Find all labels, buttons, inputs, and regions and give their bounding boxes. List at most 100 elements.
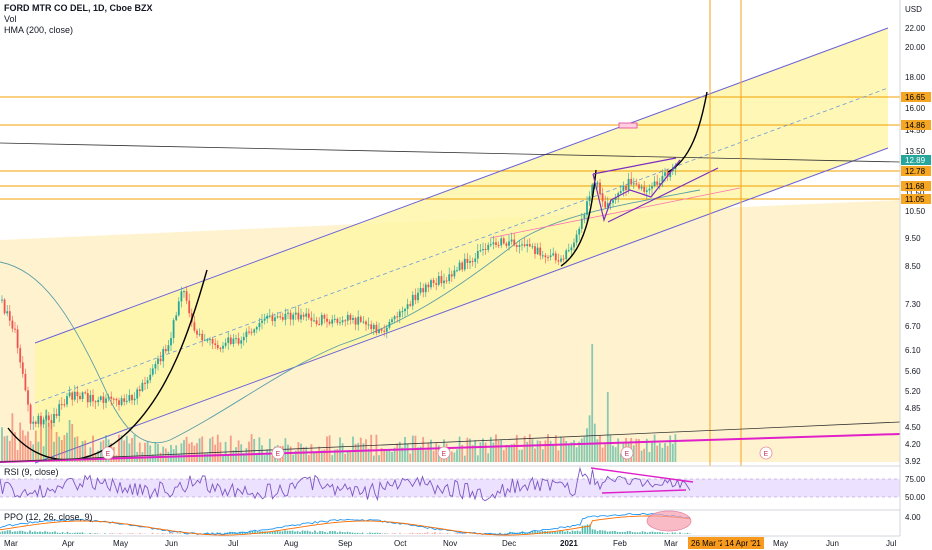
price-tick-label: 4.85: [905, 404, 921, 413]
price-tag-label: 14.86: [905, 121, 926, 130]
date-tag-label: 14 Apr '21: [725, 539, 761, 548]
price-axis-tags: 16.65 14.86 12.89 12.78 11.68 11.05: [901, 92, 931, 204]
earnings-event-marker[interactable]: [759, 446, 773, 460]
time-label: Mar: [4, 539, 18, 548]
time-label: Jun: [826, 539, 839, 548]
rsi-tick-label: 50.00: [905, 493, 926, 502]
time-label: Oct: [394, 539, 407, 548]
time-label: Nov: [443, 539, 457, 548]
black-support-line: [0, 421, 901, 463]
price-tick-label: 7.30: [905, 300, 921, 309]
price-tick-label: 4.20: [905, 440, 921, 449]
ppo-highlight-ellipse: [646, 510, 692, 532]
time-label: Jun: [165, 539, 178, 548]
ppo-legend[interactable]: PPO (12, 26, close, 9): [4, 512, 93, 522]
earnings-event-label: E: [625, 451, 630, 458]
date-tag: [688, 537, 730, 549]
price-tick-label: 5.60: [905, 367, 921, 376]
price-tick-label: 22.00: [905, 24, 926, 33]
price-candles: [1, 162, 677, 431]
parabola-left: [7, 269, 208, 461]
wedge-pattern: [592, 159, 681, 223]
rsi-legend[interactable]: RSI (9, close): [4, 467, 59, 477]
price-tag-label: 16.65: [905, 93, 926, 102]
price-tag: [901, 155, 931, 165]
volume-bars: [1, 344, 677, 462]
price-tick-label: 14.50: [905, 126, 926, 135]
horizontal-levels: [0, 96, 900, 200]
price-tag-label: 11.05: [905, 195, 925, 204]
price-tag: [901, 92, 931, 102]
price-tag: [901, 120, 931, 130]
time-label: Apr: [62, 539, 75, 548]
earnings-event-label: E: [764, 451, 769, 458]
wedge-lower: [607, 167, 719, 223]
time-label: 2021: [560, 539, 578, 548]
time-label: May: [113, 539, 128, 548]
price-tag-label: 12.78: [905, 167, 926, 176]
ppo-axis-ticks: 4.00: [905, 513, 921, 522]
price-tick-label: 6.10: [905, 346, 921, 355]
price-tick-label: 18.00: [905, 73, 926, 82]
ppo-signal-line: [0, 515, 691, 536]
symbol-title[interactable]: FORD MTR CO DEL, 1D, Cboe BZX: [4, 3, 153, 13]
price-tick-label: 13.50: [905, 147, 926, 156]
ppo-tick-label: 4.00: [905, 513, 921, 522]
earnings-event-marker[interactable]: [620, 446, 634, 460]
earnings-event-label: E: [106, 451, 111, 458]
earnings-event-marker[interactable]: [271, 446, 285, 460]
channel-upper-line: [34, 27, 889, 344]
price-tick-label: 11.50: [905, 189, 925, 198]
price-axis-bg[interactable]: [900, 0, 932, 536]
price-tick-label: 4.50: [905, 423, 921, 432]
earnings-event-marker[interactable]: [101, 446, 115, 460]
earnings-event-marker[interactable]: [437, 446, 451, 460]
channel-fill: [35, 28, 888, 463]
price-tag: [901, 181, 931, 191]
wedge-upper: [592, 157, 677, 175]
rsi-line: [0, 466, 691, 502]
price-tick-label: 20.00: [905, 43, 926, 52]
price-tag: [901, 194, 931, 204]
price-tick-label: 6.70: [905, 322, 921, 331]
date-tag: [722, 537, 764, 549]
time-label: Dec: [502, 539, 516, 548]
magenta-support-line: [0, 433, 901, 463]
time-label: Jul: [886, 539, 896, 548]
time-axis-bg[interactable]: [0, 536, 932, 550]
rsi-tick-label: 75.00: [905, 475, 926, 484]
hma-curve: [0, 189, 701, 444]
rsi-band: [0, 479, 900, 497]
time-label: Jul: [228, 539, 238, 548]
target-box: [618, 122, 638, 129]
price-tick-label: 8.50: [905, 262, 921, 271]
price-tag-label: 12.89: [905, 156, 926, 165]
price-tag: [901, 166, 931, 176]
ppo-pane-bg: [0, 510, 900, 536]
price-tick-label: 16.00: [905, 104, 926, 113]
lower-zone-fill: [0, 200, 900, 462]
rsi-trendline-top: [590, 467, 694, 483]
price-tick-label: 9.50: [905, 234, 921, 243]
price-tick-label: 10.50: [905, 207, 926, 216]
resistance-trendline: [0, 142, 901, 163]
price-tag-label: 11.68: [905, 182, 925, 191]
date-tag-label: 26 Mar '21: [691, 539, 729, 548]
channel-lower-line: [34, 147, 889, 464]
vol-indicator-label[interactable]: Vol: [4, 14, 17, 24]
time-label: Sep: [338, 539, 353, 548]
currency-label[interactable]: USD: [905, 5, 922, 14]
time-label: Mar: [664, 539, 678, 548]
channel-mid-line: [34, 87, 889, 404]
time-label: May: [773, 539, 788, 548]
pink-trendline: [489, 187, 741, 239]
rsi-axis-ticks: 75.00 50.00: [905, 475, 926, 502]
hma-indicator-label[interactable]: HMA (200, close): [4, 25, 74, 35]
price-axis-ticks: 22.0020.0018.0016.0014.5013.5012.5011.50…: [905, 24, 926, 466]
price-tick-label: 3.92: [905, 457, 921, 466]
ppo-line: [0, 512, 691, 536]
price-tick-label: 5.20: [905, 387, 921, 396]
